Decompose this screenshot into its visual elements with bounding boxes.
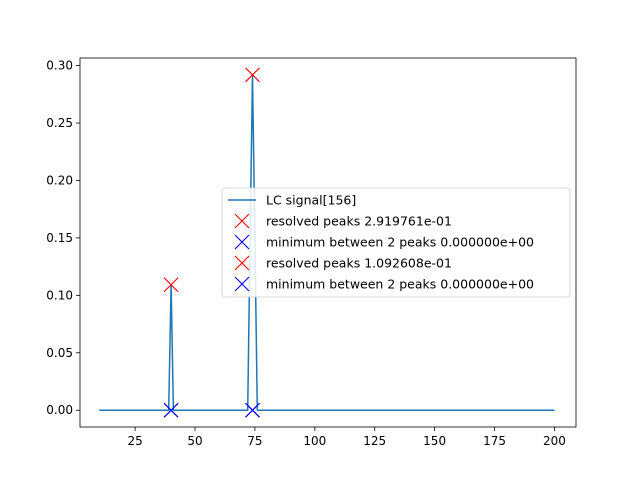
legend-marker-swatch-3: [234, 255, 250, 271]
legend-marker-swatch-2: [234, 234, 250, 250]
x-tick-label-1: 50: [187, 434, 202, 448]
x-tick-label-2: 75: [247, 434, 262, 448]
series-4-point-0: [163, 402, 179, 418]
y-tick-label-4: 0.20: [46, 173, 73, 187]
y-tick-label-1: 0.05: [46, 346, 73, 360]
axes-frame: [79, 57, 577, 428]
y-tick-label-0: 0.00: [46, 403, 73, 417]
legend-label-2: minimum between 2 peaks 0.000000e+00: [266, 235, 534, 250]
series-1-point-0: [245, 67, 260, 83]
x-tick-label-0: 25: [127, 434, 142, 448]
legend: LC signal[156] resolved peaks 2.919761e-0…: [221, 187, 571, 298]
axis-layer: 25 50 75 100 125 150 175 200 0.00 0.05 0.10 0.15 0.2…: [46, 59, 566, 448]
x-tick-label-3: 100: [303, 434, 326, 448]
legend-box: [221, 187, 571, 298]
y-tick-label-3: 0.15: [46, 231, 73, 245]
y-tick-label-2: 0.10: [46, 288, 73, 302]
y-tick-label-5: 0.25: [46, 116, 73, 130]
legend-label-4: minimum between 2 peaks 0.000000e+00: [266, 277, 534, 292]
x-tick-label-7: 200: [543, 434, 566, 448]
legend-label-0: LC signal[156]: [266, 193, 356, 208]
y-tick-label-6: 0.30: [46, 59, 73, 73]
series-3-point-0: [163, 277, 179, 293]
x-tick-label-6: 175: [483, 434, 506, 448]
series-line-0: [99, 74, 555, 411]
x-tick-label-4: 125: [363, 434, 386, 448]
legend-label-3: resolved peaks 1.092608e-01: [266, 256, 452, 271]
legend-label-1: resolved peaks 2.919761e-01: [266, 214, 452, 229]
legend-marker-swatch-1: [234, 213, 250, 229]
series-4-point-1: [245, 402, 260, 418]
plot-layer: [99, 67, 555, 418]
x-tick-label-5: 150: [423, 434, 446, 448]
legend-marker-swatch-4: [234, 276, 250, 292]
